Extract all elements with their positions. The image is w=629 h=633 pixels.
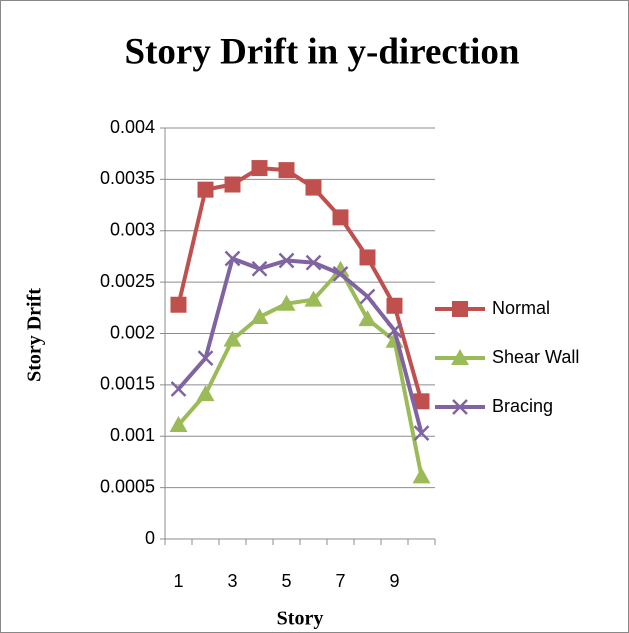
data-point: [386, 297, 403, 314]
y-tick-label: 0.0015: [100, 374, 155, 394]
data-point: [359, 249, 376, 266]
x-tick-label: 7: [335, 571, 345, 591]
data-point: [224, 176, 241, 193]
data-point: [305, 254, 322, 271]
data-point: [277, 294, 296, 311]
data-point: [223, 330, 242, 347]
data-point: [278, 252, 295, 269]
x-axis-label: Story: [277, 608, 324, 630]
data-point: [304, 290, 323, 307]
y-tick-label: 0.002: [110, 322, 155, 342]
chart-title: Story Drift in y-direction: [125, 31, 520, 72]
data-point: [412, 467, 431, 484]
legend-label: Bracing: [492, 396, 553, 416]
x-tick-label: 3: [227, 571, 237, 591]
series-line: [176, 256, 424, 434]
data-point: [197, 181, 214, 198]
data-point: [332, 266, 349, 282]
data-point: [413, 425, 430, 442]
legend-marker: [452, 301, 468, 317]
legend-label: Normal: [492, 298, 550, 318]
data-point: [359, 288, 376, 305]
x-tick-label: 1: [173, 571, 183, 591]
data-point: [332, 209, 349, 226]
data-point: [358, 310, 377, 327]
data-point: [224, 250, 241, 267]
data-point: [305, 179, 322, 196]
data-point: [170, 296, 187, 313]
data-point: [196, 385, 215, 402]
series-line: [176, 267, 424, 477]
y-tick-label: 0.004: [110, 117, 155, 137]
y-axis-label: Story Drift: [24, 288, 46, 382]
y-tick-label: 0.001: [110, 425, 155, 445]
data-point: [250, 308, 269, 325]
series-line: [176, 166, 424, 402]
data-point: [386, 322, 403, 339]
legend-marker: [452, 399, 468, 415]
y-tick-label: 0.003: [110, 220, 155, 240]
y-tick-label: 0: [145, 528, 155, 548]
data-point: [278, 162, 295, 179]
data-point: [169, 415, 188, 432]
x-tick-label: 5: [281, 571, 291, 591]
legend-label: Shear Wall: [492, 347, 579, 367]
data-point: [251, 260, 268, 277]
data-point: [413, 393, 430, 410]
data-point: [170, 381, 187, 397]
data-point: [197, 350, 214, 367]
x-tick-label: 9: [389, 571, 399, 591]
legend-marker: [451, 349, 469, 365]
y-tick-label: 0.0005: [100, 476, 155, 496]
y-tick-label: 0.0025: [100, 271, 155, 291]
y-tick-label: 0.0035: [100, 168, 155, 188]
data-point: [251, 160, 268, 177]
